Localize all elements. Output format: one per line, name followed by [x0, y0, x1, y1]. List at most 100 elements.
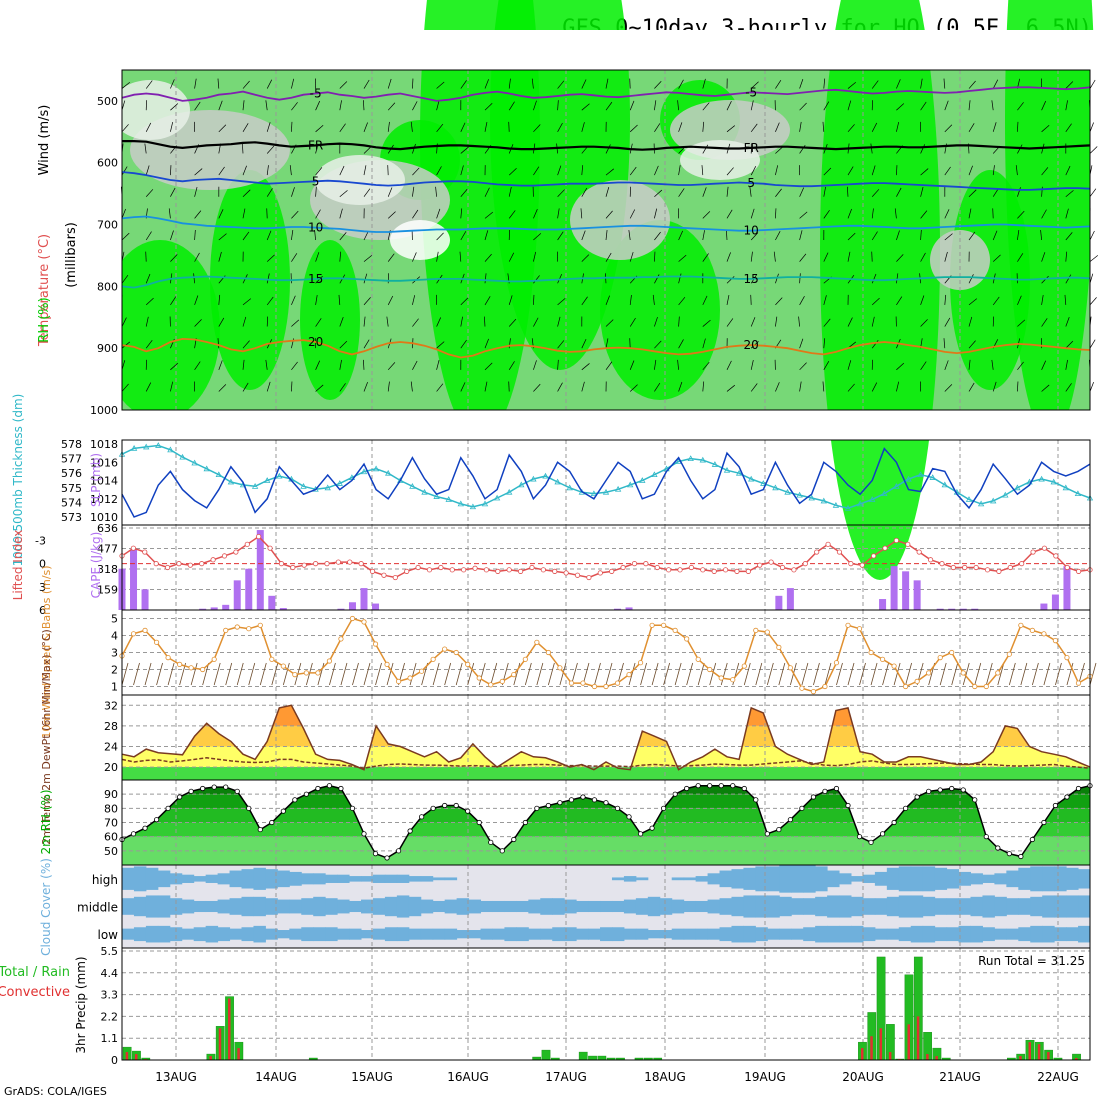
- wind-barb: [1055, 662, 1062, 686]
- wind-barb: [1020, 662, 1028, 686]
- date-label-bottom: 22AUG: [1037, 1070, 1079, 1084]
- wind-barb: [444, 662, 452, 686]
- wind-barb: [194, 319, 202, 327]
- wind-barb: [202, 662, 210, 686]
- wind-barb: [144, 662, 152, 686]
- cloud-cell: [169, 927, 183, 942]
- wind-speed-line-point: [914, 678, 920, 685]
- wind-barb: [1089, 297, 1097, 306]
- cloud-cell: [349, 876, 362, 882]
- rh-line-point: [430, 805, 436, 811]
- cloud-cell: [922, 866, 936, 892]
- wind-barb: [363, 662, 371, 686]
- wind-barb: [968, 189, 977, 197]
- wind-barb: [920, 186, 924, 197]
- thickness-line-point: [687, 455, 694, 461]
- wind-barb: [533, 233, 542, 241]
- wind-barb: [678, 339, 684, 349]
- cloud-row-label: low: [98, 928, 119, 942]
- rh-band: [122, 785, 1090, 795]
- thickness-line-point: [1014, 484, 1021, 491]
- wind-speed-line-point: [522, 656, 528, 662]
- wind-barb: [557, 316, 561, 327]
- cloud-cell: [779, 928, 792, 940]
- wind-barb: [145, 297, 154, 306]
- lifted-index-line-point: [1041, 545, 1048, 551]
- cloud-cell: [277, 870, 290, 888]
- wind-barb: [156, 662, 163, 686]
- cape-bar: [210, 607, 218, 610]
- wind-barb: [338, 294, 341, 305]
- wind-barb: [460, 165, 464, 176]
- lifted-index-line-point: [768, 559, 774, 565]
- wind-speed-line-point: [868, 649, 874, 656]
- wind-barb: [339, 340, 348, 349]
- wind-speed-line-point: [787, 665, 793, 671]
- wind-barb: [824, 662, 832, 686]
- rh-line-point: [949, 785, 955, 792]
- thickness-line-point: [808, 494, 815, 501]
- wind-barb: [121, 208, 126, 219]
- rh-line-point: [511, 836, 517, 843]
- wind-axis-label: Wind (m/s): [37, 105, 52, 176]
- cloud-cell: [898, 866, 912, 892]
- cloud-cell: [241, 896, 254, 917]
- wind-speed-line-point: [188, 665, 194, 671]
- panel-frame: [121, 947, 1091, 1061]
- thickness-line-point: [748, 475, 755, 482]
- cloud-cell: [361, 899, 374, 914]
- lifted-index-line-point: [369, 568, 376, 574]
- rh-region: [315, 155, 405, 205]
- wind-barb: [508, 318, 517, 327]
- cloud-cell: [1018, 927, 1031, 942]
- wind-barb: [678, 381, 683, 392]
- rh-line-point: [338, 785, 344, 792]
- cloud-cell: [958, 871, 971, 886]
- cape-bar: [130, 549, 138, 610]
- wind-barb: [508, 252, 515, 262]
- wind-barb: [847, 662, 855, 686]
- wind-barb: [1065, 359, 1068, 370]
- wind-barb: [654, 123, 661, 133]
- wind-barb: [775, 146, 784, 154]
- cape-bar: [959, 608, 967, 610]
- wind-barb: [944, 124, 953, 133]
- wind-speed-line-point: [707, 666, 713, 673]
- wind-barb: [412, 295, 416, 305]
- wind-barb: [363, 339, 370, 349]
- thickness-line-point: [1050, 478, 1057, 485]
- wind-barb: [315, 125, 324, 133]
- thickness-line-point: [409, 483, 416, 489]
- cloud-cell: [528, 928, 541, 940]
- wind-barb: [920, 230, 922, 241]
- precip-bar: [588, 1055, 597, 1061]
- wind-barb: [726, 209, 733, 219]
- cape-bar: [775, 595, 783, 610]
- wind-barb: [629, 124, 638, 133]
- wind-barb: [775, 188, 782, 197]
- rh-line-point: [499, 848, 505, 854]
- cloud-cell: [623, 899, 637, 914]
- cloud-cell: [767, 928, 780, 940]
- cape-bar: [372, 603, 380, 610]
- wind-barb: [920, 210, 928, 219]
- wind-barb: [121, 82, 131, 89]
- wind-barb: [896, 381, 900, 392]
- convective-bar: [209, 1056, 212, 1060]
- lifted-index-line-point: [905, 541, 911, 547]
- cape-axis-label: CAPE (J/kg): [89, 532, 103, 599]
- wind-barb: [943, 78, 946, 89]
- lifted-index-line-point: [449, 567, 455, 573]
- wind-barb: [654, 189, 663, 197]
- wind-barb: [702, 230, 705, 241]
- wind-barb: [533, 100, 537, 111]
- isotherm-10: [121, 215, 1091, 233]
- cloud-cell: [337, 899, 350, 914]
- wind-barb: [1089, 146, 1098, 154]
- lifted-index-line-point: [677, 567, 683, 573]
- wind-barb: [775, 231, 781, 241]
- lifted-index-line-point: [654, 564, 660, 571]
- lifted-index-line-point: [848, 561, 854, 567]
- wind-barb: [775, 382, 780, 392]
